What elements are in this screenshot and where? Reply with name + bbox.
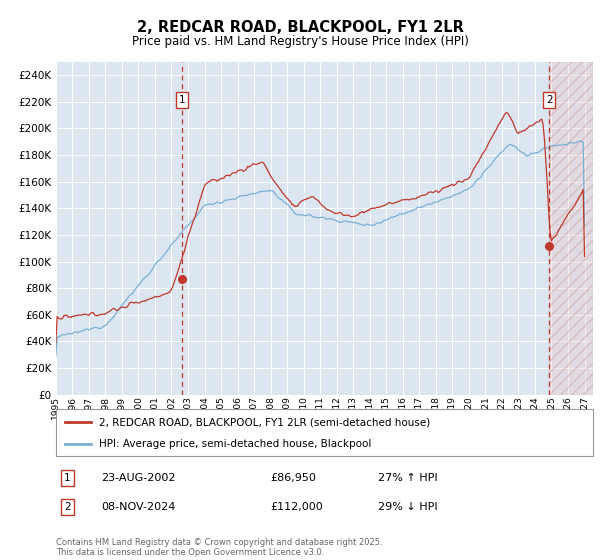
Text: £86,950: £86,950 [271,473,316,483]
Bar [549,62,593,395]
Text: Contains HM Land Registry data © Crown copyright and database right 2025.
This d: Contains HM Land Registry data © Crown c… [56,538,382,557]
Text: 2: 2 [546,95,553,105]
Text: 2: 2 [64,502,71,512]
Text: HPI: Average price, semi-detached house, Blackpool: HPI: Average price, semi-detached house,… [99,439,371,449]
Text: 2, REDCAR ROAD, BLACKPOOL, FY1 2LR (semi-detached house): 2, REDCAR ROAD, BLACKPOOL, FY1 2LR (semi… [99,417,430,427]
Text: £112,000: £112,000 [271,502,323,512]
Text: 27% ↑ HPI: 27% ↑ HPI [378,473,437,483]
Text: Price paid vs. HM Land Registry's House Price Index (HPI): Price paid vs. HM Land Registry's House … [131,35,469,48]
Text: 23-AUG-2002: 23-AUG-2002 [101,473,176,483]
Text: 1: 1 [64,473,71,483]
Text: 1: 1 [179,95,185,105]
Text: 29% ↓ HPI: 29% ↓ HPI [378,502,437,512]
Text: 08-NOV-2024: 08-NOV-2024 [101,502,176,512]
Text: 2, REDCAR ROAD, BLACKPOOL, FY1 2LR: 2, REDCAR ROAD, BLACKPOOL, FY1 2LR [137,20,463,35]
